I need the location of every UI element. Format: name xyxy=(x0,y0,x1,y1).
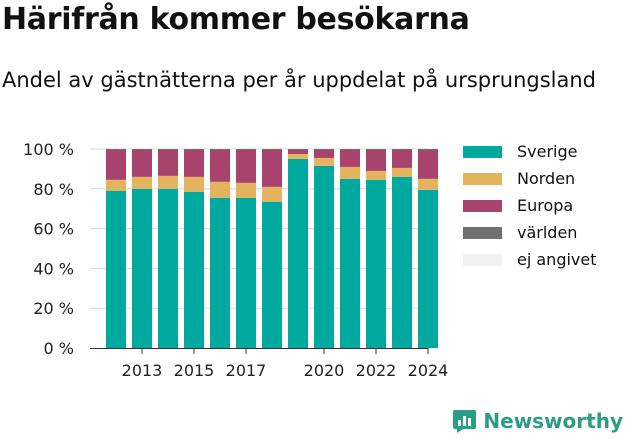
bar-segment-sverige xyxy=(340,178,360,348)
bar-segment-sverige xyxy=(236,197,256,348)
bar-segment-världen xyxy=(158,149,178,150)
bar-segment-norden xyxy=(262,186,282,202)
bar-segment-norden xyxy=(132,176,152,189)
x-tick-label: 2024 xyxy=(408,361,449,380)
bar-segment-sverige xyxy=(366,179,386,348)
bar-segment-norden xyxy=(366,170,386,180)
chart-bubble-icon xyxy=(453,410,477,433)
bar-segment-europa xyxy=(366,149,386,171)
chart-title: Härifrån kommer besökarna xyxy=(2,2,470,37)
bar-segment-europa xyxy=(210,149,230,182)
bar-segment-norden xyxy=(158,175,178,189)
bar-segment-europa xyxy=(158,149,178,176)
bar-segment-sverige xyxy=(314,165,334,348)
legend-item: Sverige xyxy=(463,138,597,165)
bar-segment-europa xyxy=(236,149,256,183)
bar-segment-världen xyxy=(184,149,204,150)
bar-segment-norden xyxy=(184,176,204,192)
bar-segment-europa xyxy=(262,149,282,187)
bar-segment-norden xyxy=(418,178,438,190)
legend-label: Sverige xyxy=(517,142,578,161)
legend-item: Europa xyxy=(463,192,597,219)
y-tick-label: 60 % xyxy=(33,220,74,239)
y-tick-label: 40 % xyxy=(33,259,74,278)
bar-segment-världen xyxy=(392,149,412,150)
x-tick-label: 2022 xyxy=(356,361,397,380)
bar-segment-norden xyxy=(288,153,308,159)
bar-segment-europa xyxy=(288,149,308,154)
legend-item: ej angivet xyxy=(463,246,597,273)
bar-segment-sverige xyxy=(262,201,282,348)
y-tick-label: 100 % xyxy=(23,140,74,159)
legend-swatch xyxy=(463,145,502,158)
bar-segment-sverige xyxy=(210,197,230,348)
bar-segment-norden xyxy=(236,182,256,198)
legend-label: världen xyxy=(517,223,578,242)
x-tick-label: 2015 xyxy=(174,361,215,380)
bar-segment-sverige xyxy=(106,190,126,348)
bar-segment-världen xyxy=(106,149,126,150)
brand-name: Newsworthy xyxy=(483,408,623,433)
legend-item: Norden xyxy=(463,165,597,192)
brand-logo: Newsworthy xyxy=(452,408,623,433)
bar-segment-världen xyxy=(366,149,386,150)
bar-segment-sverige xyxy=(132,188,152,348)
x-tick-label: 2017 xyxy=(226,361,267,380)
legend-item: världen xyxy=(463,219,597,246)
bar-segment-europa xyxy=(132,149,152,177)
bar-segment-europa xyxy=(106,149,126,180)
x-tick-label: 2013 xyxy=(122,361,163,380)
bar-segment-världen xyxy=(418,149,438,150)
y-tick-label: 0 % xyxy=(44,339,74,358)
bar-segment-världen xyxy=(132,149,152,150)
chart-legend: Sverige Norden Europa världen ej angivet xyxy=(463,138,597,273)
bar-segment-europa xyxy=(418,149,438,179)
x-tick-label: 2020 xyxy=(304,361,345,380)
legend-label: ej angivet xyxy=(517,250,597,269)
bar-segment-europa xyxy=(184,149,204,177)
bar-segment-europa xyxy=(314,149,334,158)
bar-segment-världen xyxy=(340,149,360,150)
bar-segment-sverige xyxy=(158,188,178,348)
bar-segment-norden xyxy=(314,157,334,166)
legend-swatch xyxy=(463,199,502,212)
bar-segment-världen xyxy=(262,149,282,150)
bar-segment-världen xyxy=(210,149,230,150)
y-tick-label: 80 % xyxy=(33,180,74,199)
legend-label: Europa xyxy=(517,196,574,215)
legend-swatch xyxy=(463,253,502,266)
bar-segment-världen xyxy=(314,149,334,150)
bar-segment-norden xyxy=(210,181,230,198)
bar-segment-europa xyxy=(340,149,360,167)
bar-segment-sverige xyxy=(288,158,308,348)
bar-segment-världen xyxy=(288,149,308,150)
bar-segment-norden xyxy=(392,167,412,177)
bar-segment-europa xyxy=(392,149,412,168)
bar-segment-norden xyxy=(106,179,126,191)
legend-swatch xyxy=(463,226,502,239)
bar-segment-världen xyxy=(236,149,256,150)
bar-segment-norden xyxy=(340,166,360,179)
bar-segment-sverige xyxy=(392,176,412,348)
bar-segment-sverige xyxy=(184,191,204,348)
bar-segment-sverige xyxy=(418,189,438,348)
legend-label: Norden xyxy=(517,169,576,188)
chart-subtitle: Andel av gästnätterna per år uppdelat på… xyxy=(2,68,596,92)
y-tick-label: 20 % xyxy=(33,299,74,318)
legend-swatch xyxy=(463,172,502,185)
